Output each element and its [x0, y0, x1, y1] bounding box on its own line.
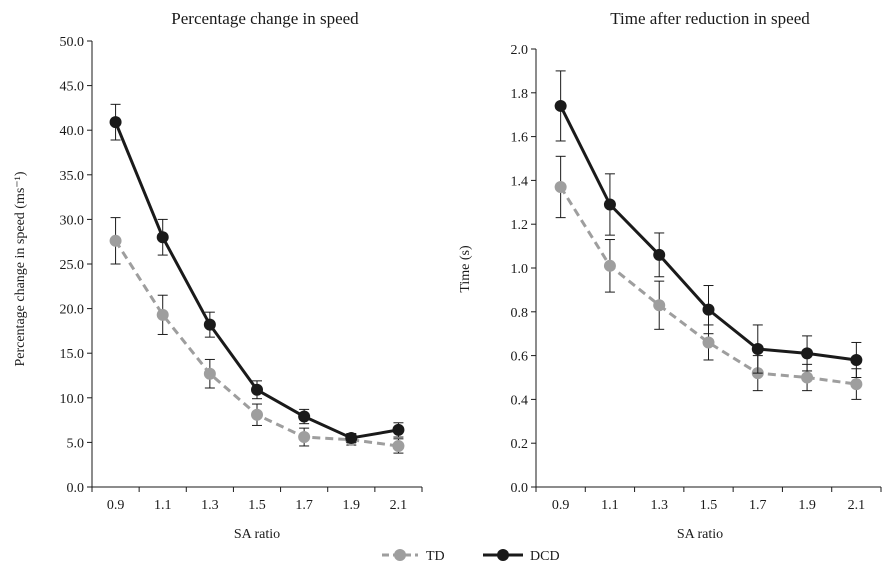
chart-2-xtick-label: 1.1	[601, 498, 619, 513]
chart-2-td-point	[702, 336, 715, 349]
chart-1-ytick-label: 35.0	[60, 169, 85, 184]
chart-2-td-point	[554, 180, 567, 193]
chart-1-ytick-label: 40.0	[60, 124, 85, 139]
chart-2-ytick-label: 0.6	[511, 350, 529, 365]
legend-dcd-label: DCD	[530, 549, 560, 564]
chart-2-ytick-label: 0.8	[511, 306, 529, 321]
chart-1-ytick-label: 30.0	[60, 213, 85, 228]
chart-2-ytick-label: 1.0	[511, 262, 529, 277]
chart-2-ytick-label: 1.8	[511, 87, 529, 102]
chart-2-td-point	[603, 259, 616, 272]
chart-1-xtick-label: 1.7	[295, 498, 313, 513]
chart-2-xtick-label: 1.3	[650, 498, 668, 513]
chart-2-ytick-label: 1.2	[511, 218, 529, 233]
chart-2-xtick-label: 1.7	[749, 498, 767, 513]
legend: TD DCD	[382, 549, 560, 564]
chart-1-ytick-label: 45.0	[60, 80, 85, 95]
chart-2-td-point	[850, 378, 863, 391]
chart-1-dcd-point	[298, 410, 311, 423]
chart-2-dcd-point	[850, 353, 863, 366]
chart-1-td-point	[251, 408, 263, 421]
chart-1-xtick-label: 1.5	[248, 498, 266, 513]
chart-1-dcd-point	[345, 431, 358, 444]
chart-2-ytick-label: 0.0	[511, 481, 529, 496]
chart-1-ytick-label: 20.0	[60, 303, 85, 318]
chart-2-title: Time after reduction in speed	[610, 9, 810, 28]
chart-1-ylabel: Percentage change in speed (ms⁻¹)	[13, 171, 28, 366]
chart-1-xtick-label: 2.1	[390, 498, 408, 513]
legend-td-label: TD	[426, 549, 445, 564]
chart-1-title: Percentage change in speed	[171, 9, 359, 28]
chart-2-xtick-label: 0.9	[552, 498, 570, 513]
chart-1-dcd-point	[203, 318, 216, 331]
chart-2-xtick-label: 1.5	[700, 498, 718, 513]
chart-2-ytick-label: 0.4	[511, 393, 529, 408]
chart-2-xtick-label: 1.9	[798, 498, 816, 513]
chart-1-xtick-label: 1.9	[343, 498, 361, 513]
chart-1-td-point	[298, 431, 311, 444]
chart-1-dcd-point	[156, 231, 169, 244]
chart-1-dcd-point	[392, 423, 405, 436]
chart-2-ytick-label: 1.6	[511, 131, 529, 146]
chart-2-dcd-point	[554, 99, 567, 112]
chart-2-ytick-label: 2.0	[511, 43, 529, 58]
chart-2-ytick-label: 0.2	[511, 437, 529, 452]
chart-1-td-point	[392, 439, 405, 452]
chart-1-td-point	[203, 367, 216, 380]
chart-2-dcd-point	[653, 248, 666, 261]
chart-2-dcd-point	[702, 303, 715, 316]
chart-1-xtick-label: 1.3	[201, 498, 219, 513]
legend-td-marker	[394, 549, 406, 561]
chart-2-td-point	[653, 299, 666, 312]
chart-1-dcd-point	[251, 383, 263, 396]
chart-2-dcd-point	[751, 343, 764, 356]
legend-dcd-marker	[497, 549, 509, 561]
chart-2-xlabel: SA ratio	[677, 527, 723, 542]
chart-2-dcd-point	[801, 347, 814, 360]
chart-1-ytick-label: 0.0	[67, 481, 85, 496]
chart-1-ytick-label: 25.0	[60, 258, 85, 273]
chart-1-dcd-point	[109, 116, 122, 129]
chart-1-xlabel: SA ratio	[234, 527, 280, 542]
chart-1-ytick-label: 15.0	[60, 347, 85, 362]
chart-1-td-point	[156, 308, 169, 321]
chart-2-dcd-point	[603, 198, 616, 211]
chart-1-xtick-label: 0.9	[107, 498, 125, 513]
chart-2-xtick-label: 2.1	[848, 498, 866, 513]
chart-2-ylabel: Time (s)	[458, 245, 473, 293]
chart-2-td-point	[801, 371, 814, 384]
chart-1-xtick-label: 1.1	[154, 498, 172, 513]
chart-2-ytick-label: 1.4	[511, 174, 529, 189]
chart-1-ytick-label: 5.0	[67, 436, 85, 451]
chart-1-ytick-label: 10.0	[60, 392, 85, 407]
chart-1-ytick-label: 50.0	[60, 35, 85, 50]
chart-1-td-point	[109, 234, 122, 247]
